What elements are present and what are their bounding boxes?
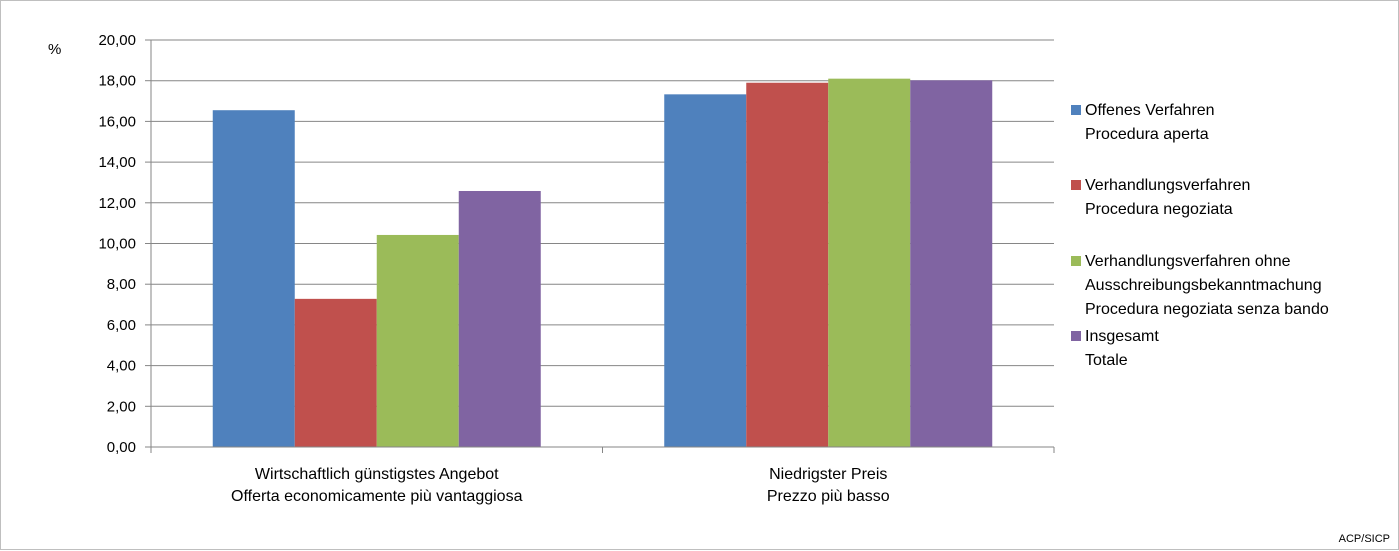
y-tick-label: 2,00: [107, 398, 136, 415]
bar: [212, 110, 295, 448]
legend-swatch: [1071, 256, 1081, 266]
legend-swatch: [1071, 180, 1081, 190]
legend-label: Offenes Verfahren: [1085, 102, 1215, 119]
legend-label: Ausschreibungsbekanntmachung: [1085, 277, 1322, 294]
y-tick-label: 10,00: [98, 236, 136, 253]
x-category-label: Offerta economicamente più vantaggiosa: [231, 488, 523, 505]
legend-label: Procedura negoziata: [1085, 201, 1233, 218]
y-tick-label: 12,00: [98, 195, 136, 212]
legend-label: Verhandlungsverfahren ohne: [1085, 253, 1291, 270]
legend-label: Procedura aperta: [1085, 126, 1209, 143]
y-tick-label: 4,00: [107, 358, 136, 375]
y-tick-label: 14,00: [98, 154, 136, 171]
legend-swatch: [1071, 105, 1081, 115]
bar: [458, 190, 541, 447]
bar: [746, 82, 829, 448]
axes: 0,00 2,00 4,00 6,00 8,00 10,00 12,00 14,00 16,00…: [98, 32, 1055, 505]
bars: [212, 78, 993, 448]
y-tick-label: 8,00: [107, 276, 136, 293]
legend-label: Procedura negoziata senza bando: [1085, 301, 1329, 318]
x-category-label: Prezzo più basso: [767, 488, 890, 505]
legend-label: Verhandlungsverfahren: [1085, 177, 1250, 194]
y-tick-label: 16,00: [98, 113, 136, 130]
bar: [910, 80, 993, 447]
bar: [294, 298, 377, 447]
legend-label: Insgesamt: [1085, 328, 1159, 345]
x-category-label: Niedrigster Preis: [769, 466, 887, 483]
legend: Offenes Verfahren Procedura aperta Verhand…: [1071, 102, 1329, 369]
legend-swatch: [1071, 331, 1081, 341]
bar: [376, 234, 459, 447]
legend-label: Totale: [1085, 352, 1128, 369]
y-tick-label: 20,00: [98, 32, 136, 49]
y-tick-label: 0,00: [107, 439, 136, 456]
y-tick-label: 6,00: [107, 317, 136, 334]
bar: [664, 94, 747, 447]
y-tick-label: 18,00: [98, 73, 136, 90]
y-axis-unit-label: %: [48, 41, 61, 58]
source-label: ACP/SICP: [1339, 533, 1390, 545]
bar: [828, 78, 911, 447]
x-category-label: Wirtschaftlich günstigstes Angebot: [255, 466, 499, 483]
